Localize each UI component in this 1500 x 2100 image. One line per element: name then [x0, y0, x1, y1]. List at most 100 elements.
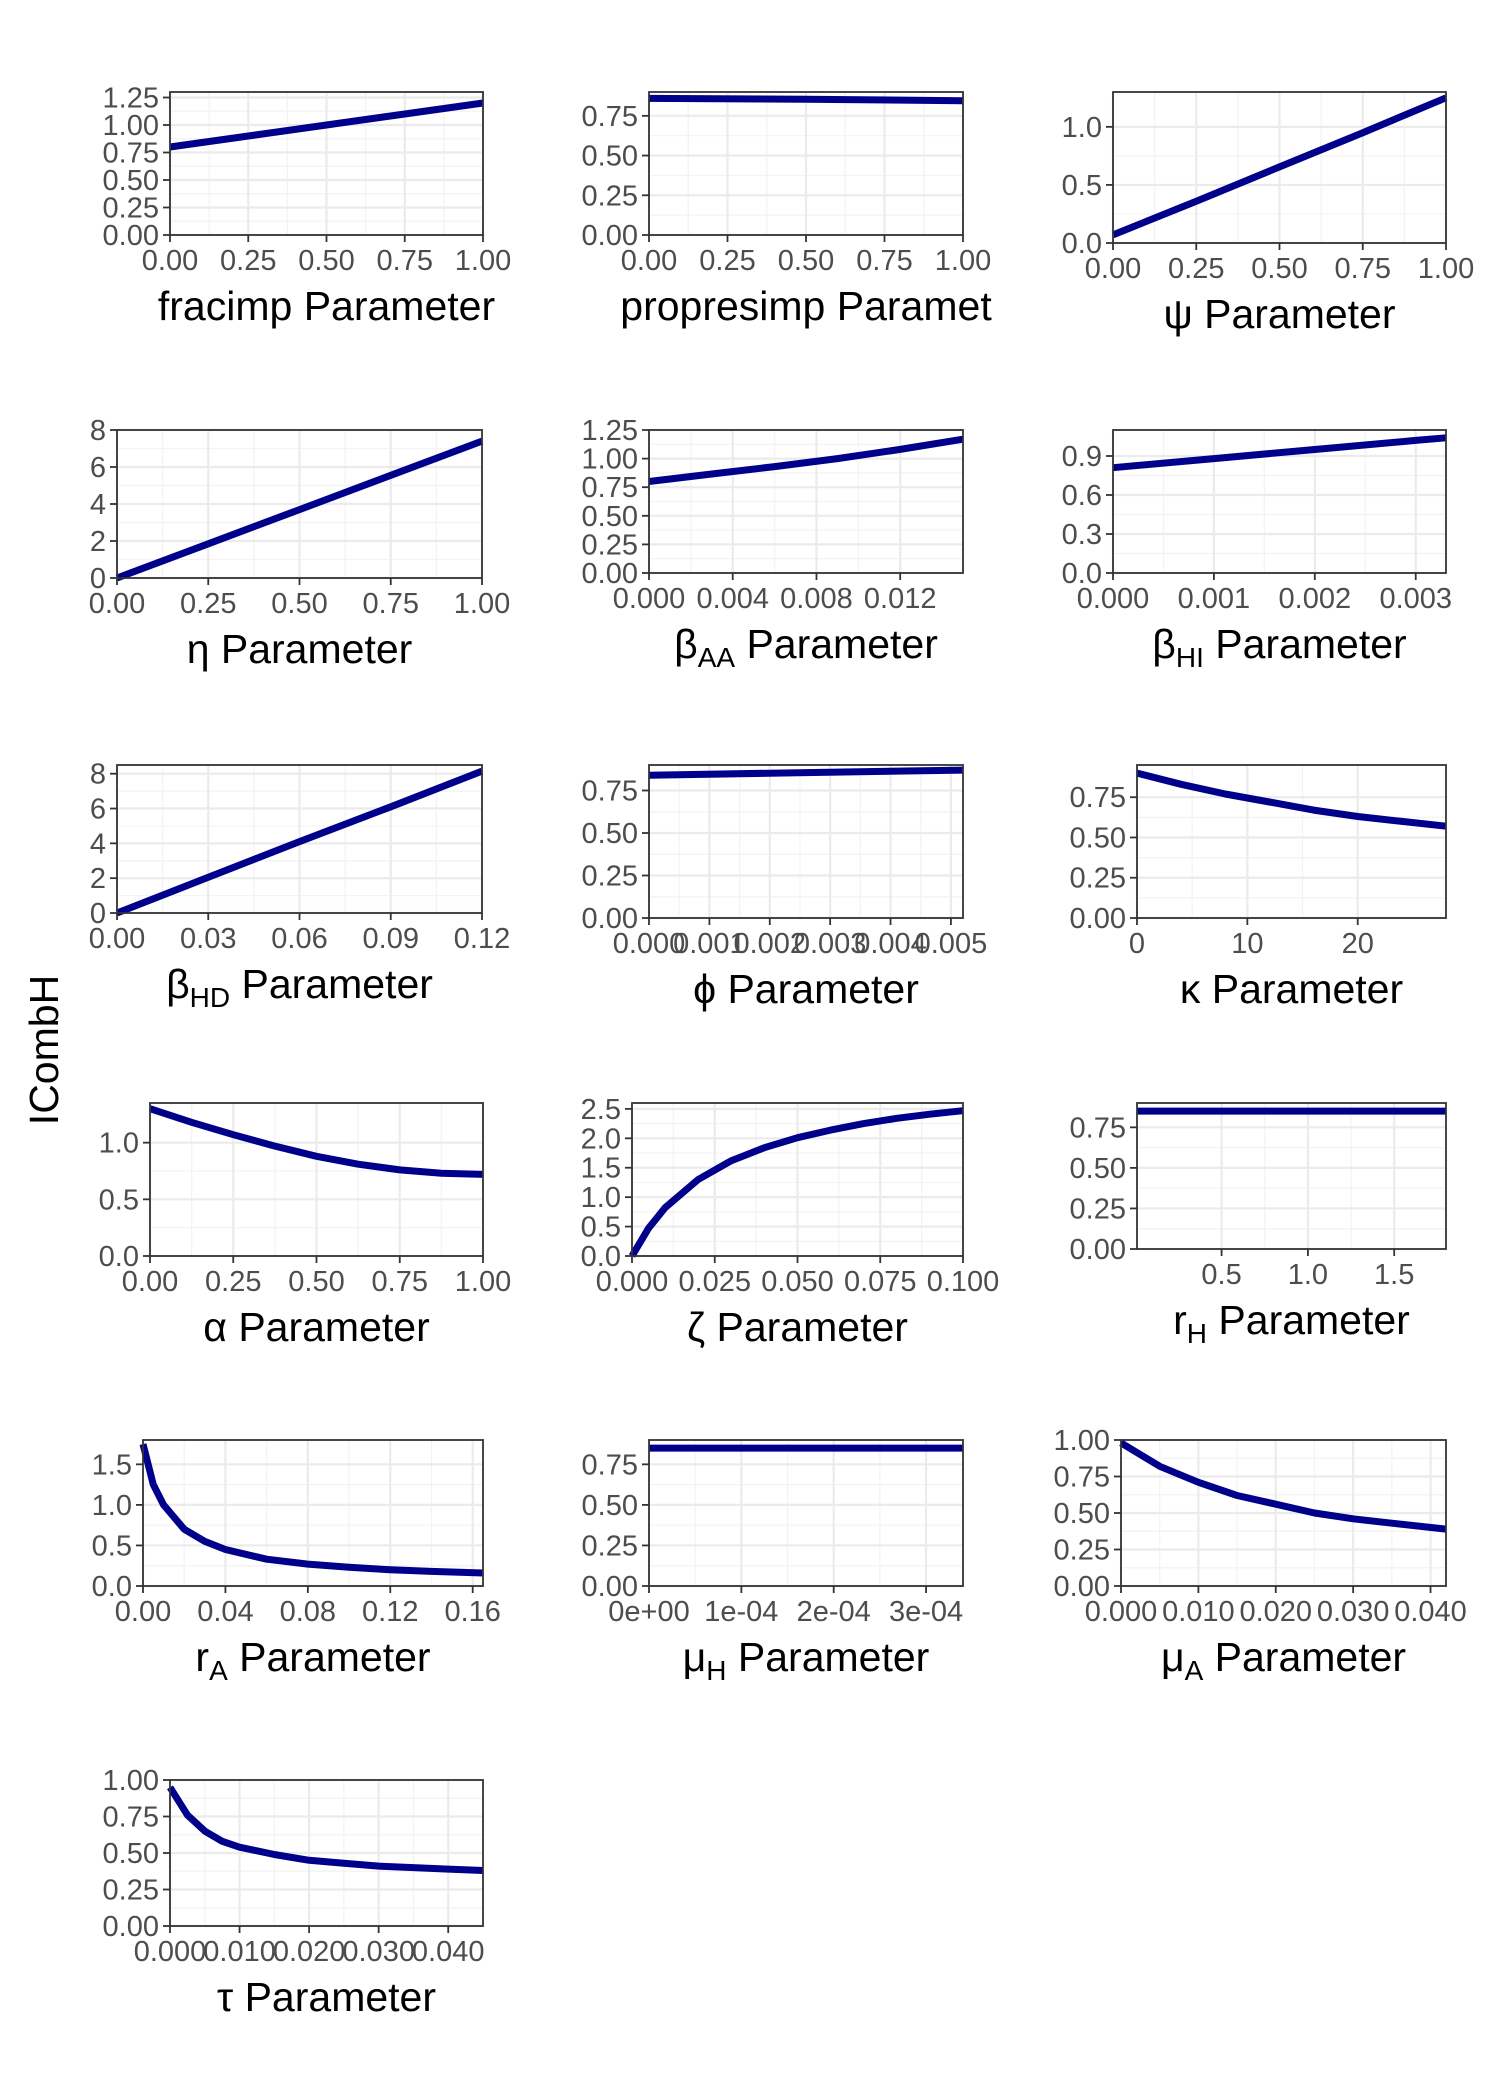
y-tick-label: 0.0 — [99, 1241, 139, 1273]
y-tick-label: 0.75 — [582, 472, 638, 504]
series-line-muA — [1119, 1439, 1447, 1533]
y-tick-label: 0.25 — [1070, 863, 1126, 895]
x-tick-label: 1.00 — [1418, 253, 1474, 285]
y-tick-label: 0.00 — [582, 558, 638, 590]
y-tick-label: 0.50 — [103, 165, 159, 197]
panel-eta: 0.00 0.25 0.50 0.75 1.00 0 2 4 6 8 η Parameter — [89, 415, 510, 672]
x-tick-label: 0.040 — [412, 1936, 485, 1968]
y-tick-label: 8 — [90, 759, 106, 791]
x-tick-label: 0.25 — [699, 245, 755, 277]
y-tick-label: 0.75 — [1054, 1462, 1110, 1494]
panel-propresimp: 0.00 0.25 0.50 0.75 1.00 0.00 0.25 0.50 0.75 prop… — [582, 91, 992, 329]
y-tick-label: 0.50 — [582, 1490, 638, 1522]
x-tick-label: 0.075 — [844, 1266, 917, 1298]
y-tick-label: 0.3 — [1062, 519, 1102, 551]
panel-psi: 0.00 0.25 0.50 0.75 1.00 0.0 0.5 1.0 ψ Parameter — [1062, 91, 1474, 337]
x-tick-label: 3e-04 — [889, 1596, 963, 1628]
y-tick-label: 0.75 — [582, 101, 638, 133]
y-tick-label: 0.25 — [582, 529, 638, 561]
y-tick-label: 0.00 — [1054, 1571, 1110, 1603]
y-tick-label: 1.25 — [582, 415, 638, 447]
x-tick-label: 0.000 — [1077, 583, 1150, 615]
y-tick-label: 0.00 — [582, 903, 638, 935]
x-tick-label: 0.000 — [613, 583, 686, 615]
y-tick-label: 1.5 — [581, 1153, 621, 1185]
series-line-kappa — [1136, 769, 1447, 830]
y-tick-label: 0.00 — [582, 1571, 638, 1603]
y-tick-label: 0.75 — [582, 1449, 638, 1481]
y-tick-label: 0.00 — [1070, 903, 1126, 935]
x-tick-label: 0.75 — [856, 245, 912, 277]
series-line-fracimp — [169, 99, 484, 151]
series-line-betaHD — [115, 767, 484, 917]
x-tick-label: 0.12 — [362, 1596, 418, 1628]
x-tick-label: 1.00 — [455, 245, 511, 277]
y-tick-label: 0.0 — [92, 1571, 132, 1603]
x-tick-label: 0.050 — [761, 1266, 834, 1298]
y-tick-label: 0.50 — [582, 818, 638, 850]
x-tick-label: 1e-04 — [704, 1596, 778, 1628]
x-tick-label: 1.00 — [454, 588, 510, 620]
x-tick-label: 0.03 — [180, 923, 236, 955]
y-tick-label: 0.00 — [1070, 1234, 1126, 1266]
panel-betaAA: 0.000 0.004 0.008 0.012 0.000.250.500.751.00… — [582, 415, 964, 673]
x-tick-label: 1.0 — [1288, 1259, 1328, 1291]
x-tick-label: 1.00 — [455, 1266, 511, 1298]
series-line-rA — [139, 1443, 484, 1577]
y-tick-label: 0.50 — [1070, 822, 1126, 854]
x-tick-label: 0.00 — [115, 1596, 171, 1628]
series-line-tau — [167, 1785, 484, 1874]
y-tick-label: 1.00 — [103, 110, 159, 142]
x-tick-label: 0.50 — [778, 245, 834, 277]
y-tick-label: 1.0 — [1062, 112, 1102, 144]
x-axis-label: rA Parameter — [195, 1634, 430, 1686]
x-axis-label: propresimp Paramet — [620, 283, 992, 329]
panel-kappa: 0 10 20 0.00 0.25 0.50 0.75 κ Parameter — [1070, 764, 1447, 1012]
x-tick-label: 20 — [1342, 928, 1374, 960]
y-tick-label: 1.00 — [582, 444, 638, 476]
x-tick-label: 0.16 — [444, 1596, 500, 1628]
y-tick-label: 0.9 — [1062, 441, 1102, 473]
series-line-betaHI — [1112, 434, 1447, 472]
x-axis-label: α Parameter — [203, 1304, 430, 1350]
y-tick-label: 0.75 — [1070, 782, 1126, 814]
x-tick-label: 0.000 — [613, 928, 686, 960]
x-tick-label: 0.04 — [197, 1596, 253, 1628]
x-tick-label: 0.008 — [780, 583, 853, 615]
y-tick-label: 0 — [90, 563, 106, 595]
y-tick-label: 0.5 — [99, 1184, 139, 1216]
x-tick-label: 0e+00 — [608, 1596, 689, 1628]
x-tick-label: 0.75 — [1335, 253, 1391, 285]
y-tick-label: 0.75 — [103, 138, 159, 170]
y-tick-label: 6 — [90, 794, 106, 826]
x-tick-label: 0.030 — [1317, 1596, 1390, 1628]
series-line-propresimp — [648, 94, 964, 105]
y-tick-label: 0 — [90, 898, 106, 930]
x-tick-label: 0.00 — [122, 1266, 178, 1298]
y-tick-label: 4 — [90, 828, 106, 860]
y-tick-label: 4 — [90, 489, 106, 521]
y-tick-label: 0.25 — [1070, 1193, 1126, 1225]
x-axis-label: μH Parameter — [683, 1634, 930, 1686]
panel-rA: 0.00 0.04 0.08 0.12 0.16 0.0 0.5 1.0 1.5 rA Param… — [92, 1439, 501, 1686]
x-tick-label: 0.00 — [142, 245, 198, 277]
y-tick-label: 0.25 — [582, 1530, 638, 1562]
y-tick-label: 0.00 — [103, 1911, 159, 1943]
y-tick-label: 0.25 — [103, 1875, 159, 1907]
series-line-psi — [1111, 94, 1448, 239]
y-tick-label: 1.0 — [99, 1128, 139, 1160]
series-line-alpha — [148, 1105, 484, 1178]
x-tick-label: 0.50 — [298, 245, 354, 277]
y-tick-label: 2.0 — [581, 1123, 621, 1155]
panel-fracimp: 0.00 0.25 0.50 0.75 1.000.000.250.500.751.00… — [103, 83, 512, 330]
x-tick-label: 0.000 — [134, 1936, 207, 1968]
x-tick-label: 0.12 — [454, 923, 510, 955]
y-tick-label: 0.00 — [103, 220, 159, 252]
x-tick-label: 0.000 — [596, 1266, 669, 1298]
x-tick-label: 0.000 — [1085, 1596, 1158, 1628]
y-tick-label: 0.0 — [581, 1241, 621, 1273]
x-tick-label: 0.75 — [372, 1266, 428, 1298]
x-tick-label: 2e-04 — [797, 1596, 871, 1628]
x-axis-label: μA Parameter — [1161, 1634, 1406, 1686]
y-tick-label: 0.50 — [582, 141, 638, 173]
